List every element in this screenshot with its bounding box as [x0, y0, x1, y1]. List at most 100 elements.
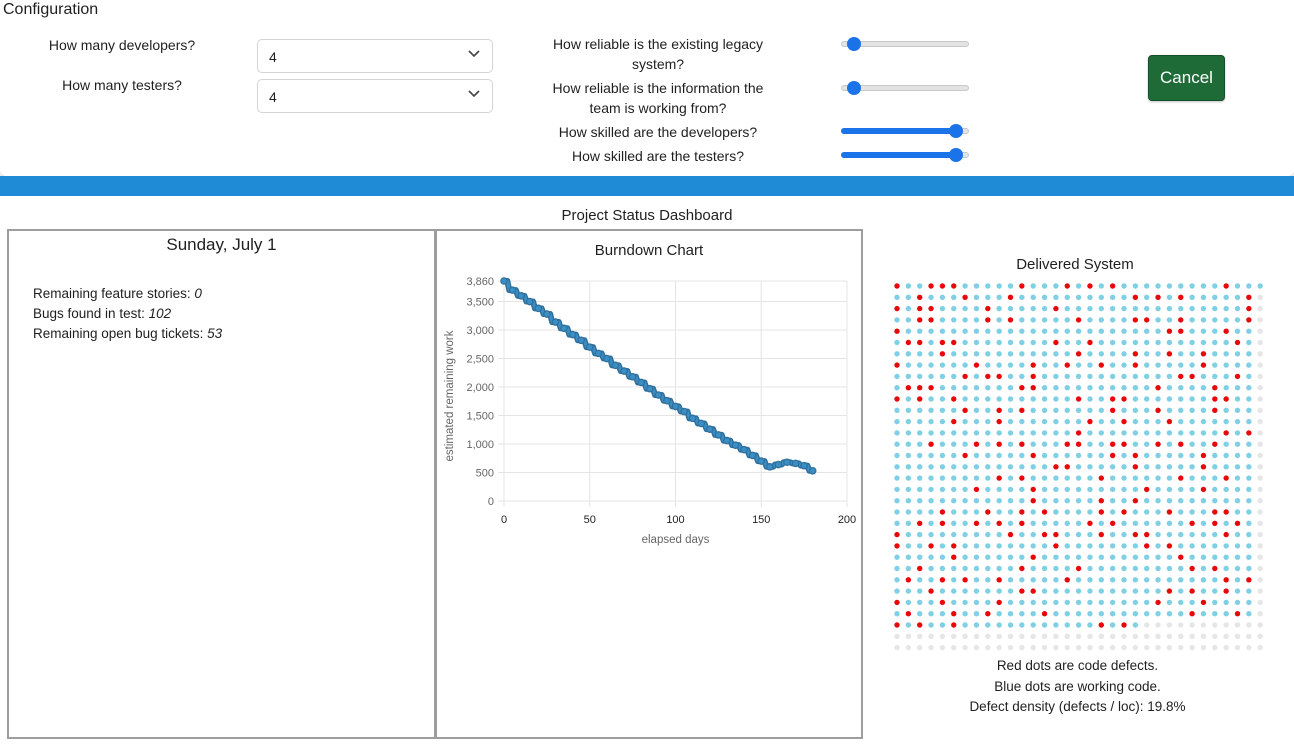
defect-dot — [1109, 396, 1116, 402]
working-code-dot — [1212, 543, 1218, 549]
working-code-dot — [1053, 509, 1059, 515]
working-code-dot — [962, 328, 968, 334]
working-code-dot — [962, 588, 968, 594]
working-code-dot — [1064, 351, 1070, 357]
working-code-dot — [1087, 317, 1093, 323]
defect-dot — [1178, 441, 1184, 447]
working-code-dot — [996, 588, 1002, 594]
defect-dot — [1019, 475, 1025, 481]
working-code-dot — [1121, 520, 1127, 526]
working-code-dot — [1178, 430, 1184, 436]
working-code-dot — [1075, 622, 1082, 628]
working-code-dot — [1189, 396, 1195, 402]
legacy-reliability-slider[interactable] — [841, 37, 969, 51]
empty-dot — [1166, 644, 1173, 651]
working-code-dot — [1144, 430, 1150, 436]
working-code-dot — [973, 543, 980, 549]
information-reliability-slider[interactable] — [841, 81, 969, 95]
working-code-dot — [1030, 543, 1036, 549]
working-code-dot — [1064, 498, 1070, 504]
working-code-dot — [985, 328, 991, 334]
working-code-dot — [928, 351, 934, 357]
empty-dot — [1257, 362, 1263, 368]
working-code-dot — [1144, 588, 1150, 594]
working-code-dot — [894, 418, 900, 425]
defect-dot — [985, 373, 991, 380]
working-code-dot — [1053, 373, 1059, 380]
defect-dot — [928, 385, 934, 391]
testers-select[interactable]: 4 — [257, 79, 493, 113]
working-code-dot — [928, 531, 934, 538]
working-code-dot — [962, 611, 968, 617]
working-code-dot — [1019, 543, 1025, 549]
working-code-dot — [1109, 565, 1116, 572]
slider-fill — [841, 128, 956, 134]
defect-dot — [1007, 317, 1014, 323]
working-code-dot — [1223, 418, 1229, 425]
working-code-dot — [1064, 305, 1070, 312]
burndown-point — [611, 361, 620, 370]
burndown-point — [525, 297, 534, 306]
developers-select[interactable]: 4 — [257, 39, 493, 73]
burndown-point — [628, 372, 637, 381]
defect-dot — [1098, 362, 1104, 368]
working-code-dot — [939, 385, 946, 391]
working-code-dot — [1064, 554, 1070, 560]
working-code-dot — [1189, 317, 1195, 323]
tester-skill-slider[interactable] — [841, 148, 969, 162]
working-code-dot — [1109, 373, 1116, 380]
y-axis-label: estimated remaining work — [444, 330, 456, 461]
working-code-dot — [905, 407, 912, 413]
working-code-dot — [1019, 498, 1025, 504]
slider-thumb[interactable] — [847, 81, 861, 95]
working-code-dot — [1144, 475, 1150, 481]
working-code-dot — [1223, 565, 1229, 572]
developer-skill-slider[interactable] — [841, 124, 969, 138]
empty-dot — [1019, 644, 1025, 651]
defect-dot — [1166, 543, 1173, 549]
working-code-dot — [894, 373, 900, 380]
working-code-dot — [1200, 565, 1207, 572]
defect-dot — [1200, 351, 1207, 357]
defect-dot — [1189, 565, 1195, 572]
working-code-dot — [1121, 577, 1127, 583]
working-code-dot — [928, 622, 934, 628]
working-code-dot — [951, 294, 957, 300]
slider-thumb[interactable] — [847, 37, 861, 51]
burndown-point — [783, 458, 791, 467]
slider-thumb[interactable] — [949, 124, 963, 138]
defect-dot — [1155, 294, 1161, 300]
defect-dot — [1019, 565, 1025, 572]
working-code-dot — [1246, 452, 1252, 459]
slider-thumb[interactable] — [949, 148, 963, 162]
working-code-dot — [928, 464, 934, 470]
defect-dot — [1053, 543, 1059, 549]
defect-dot — [1064, 283, 1070, 289]
defect-dot — [1030, 554, 1036, 560]
empty-dot — [1144, 633, 1150, 639]
working-code-dot — [1030, 407, 1036, 413]
empty-dot — [1234, 622, 1241, 628]
working-code-dot — [1166, 452, 1173, 459]
working-code-dot — [1155, 543, 1161, 549]
defect-dot — [1223, 531, 1229, 538]
empty-dot — [928, 644, 934, 651]
working-code-dot — [1144, 611, 1150, 617]
working-code-dot — [1178, 599, 1184, 606]
working-code-dot — [1007, 407, 1014, 413]
working-code-dot — [1087, 554, 1093, 560]
y-tick-label: 0 — [488, 496, 494, 508]
x-tick-label: 0 — [501, 514, 507, 526]
delivered-system-title: Delivered System — [1016, 256, 1134, 273]
cancel-button[interactable]: Cancel — [1148, 55, 1225, 101]
defect-dot — [928, 543, 934, 549]
working-code-dot — [1166, 396, 1173, 402]
working-code-dot — [962, 418, 968, 425]
empty-dot — [1178, 622, 1184, 628]
working-code-dot — [1178, 418, 1184, 425]
working-code-dot — [917, 588, 923, 594]
working-code-dot — [962, 622, 968, 628]
working-code-dot — [1098, 430, 1104, 436]
working-code-dot — [917, 475, 923, 481]
working-code-dot — [1087, 407, 1093, 413]
